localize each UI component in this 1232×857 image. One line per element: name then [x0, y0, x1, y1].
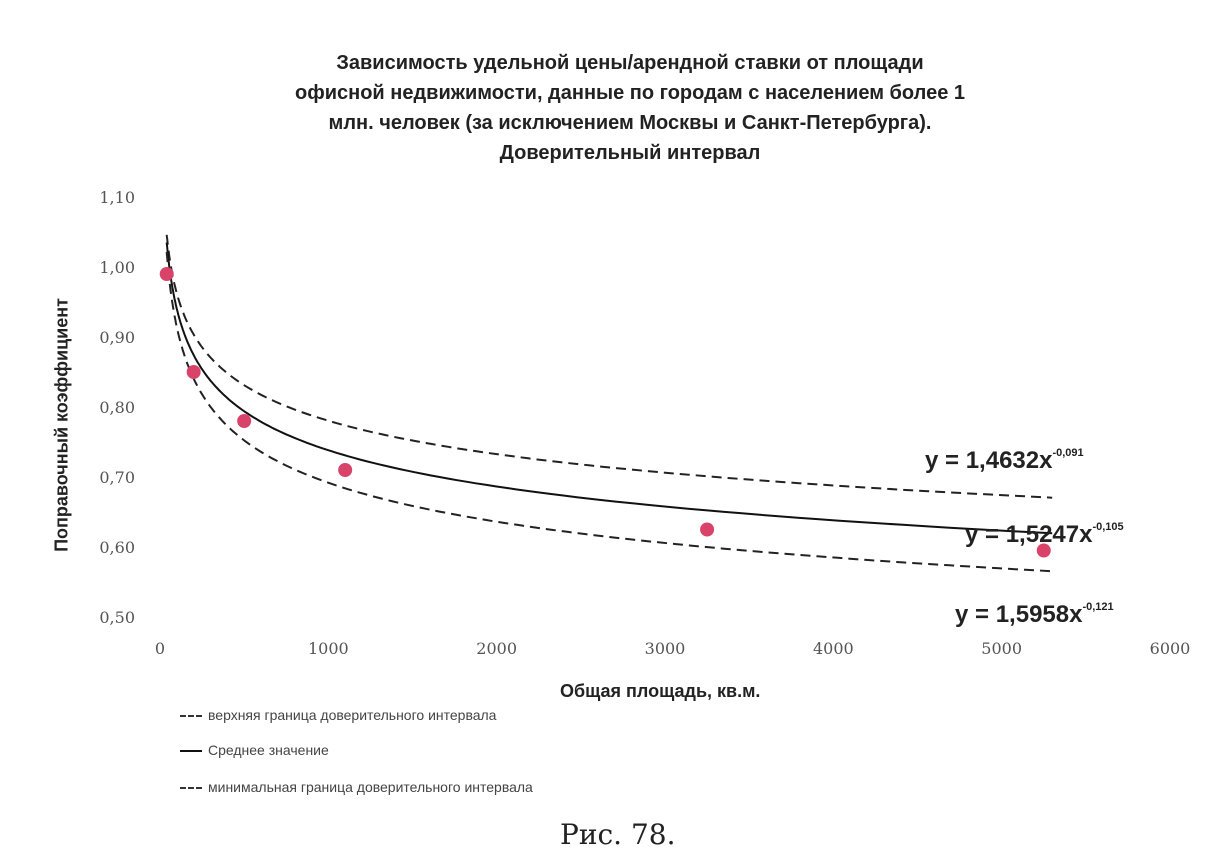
legend-label-mean: Среднее значение: [208, 742, 329, 758]
y-tick-label: 0,80: [99, 398, 135, 417]
equation-upper: y = 1,4632x-0,091: [925, 447, 1084, 474]
y-tick-label: 0,60: [99, 538, 135, 557]
trend-line-upper: [165, 234, 1053, 499]
data-point: [159, 267, 174, 281]
legend-item-upper: верхняя граница доверительного интервала: [180, 707, 496, 723]
trend-line-lower: [165, 252, 1053, 573]
trend-curves: [165, 234, 1053, 573]
data-points: [159, 267, 1051, 558]
legend-swatch-solid: [180, 750, 202, 753]
x-tick-label: 3000: [645, 639, 686, 658]
legend-swatch-dashed-lower: [180, 787, 202, 790]
y-axis-ticks: 0,50 0,60 0,70 0,80 0,90 1,00 1,10: [99, 188, 135, 627]
data-point: [700, 522, 715, 537]
x-tick-label: 0: [155, 639, 165, 658]
y-tick-label: 1,10: [99, 188, 135, 207]
data-point: [186, 365, 201, 379]
data-point: [237, 414, 252, 428]
x-tick-label: 2000: [476, 639, 517, 658]
x-tick-label: 1000: [308, 639, 349, 658]
chart-title: Зависимость удельной цены/арендной ставк…: [180, 48, 1080, 168]
chart-title-line-2: офисной недвижимости, данные по городам …: [295, 82, 965, 104]
equation-lower: y = 1,5958x-0,121: [955, 601, 1114, 628]
x-tick-label: 6000: [1150, 639, 1191, 658]
x-axis-ticks: 0 1000 2000 3000 4000 5000 6000: [155, 639, 1190, 658]
legend-item-lower: минимальная граница доверительного интер…: [180, 779, 533, 795]
y-tick-label: 0,90: [99, 328, 135, 347]
y-tick-label: 1,00: [99, 258, 135, 277]
data-point: [338, 463, 353, 477]
y-axis-label: Поправочный коэффициент: [51, 298, 72, 552]
legend-item-mean: Среднее значение: [180, 742, 329, 758]
data-point: [1036, 543, 1051, 558]
legend-label-upper: верхняя граница доверительного интервала: [208, 707, 497, 723]
chart-title-line-1: Зависимость удельной цены/арендной ставк…: [336, 52, 924, 74]
legend-swatch-dashed: [180, 715, 202, 718]
trend-line-mean: [165, 242, 1053, 535]
figure-caption: Рис. 78.: [560, 818, 676, 851]
chart-title-line-4: Доверительный интервал: [499, 142, 761, 164]
legend-label-lower: минимальная граница доверительного интер…: [208, 779, 533, 795]
x-axis-label: Общая площадь, кв.м.: [560, 681, 761, 701]
equation-mean: y = 1,5247x-0,105: [965, 521, 1124, 548]
chart-title-line-3: млн. человек (за исключением Москвы и Са…: [328, 112, 932, 134]
x-tick-label: 5000: [981, 639, 1022, 658]
y-tick-label: 0,50: [99, 608, 135, 627]
trend-equations: y = 1,4632x-0,091 y = 1,5247x-0,105 y = …: [925, 447, 1124, 628]
x-tick-label: 4000: [813, 639, 854, 658]
y-tick-label: 0,70: [99, 468, 135, 487]
